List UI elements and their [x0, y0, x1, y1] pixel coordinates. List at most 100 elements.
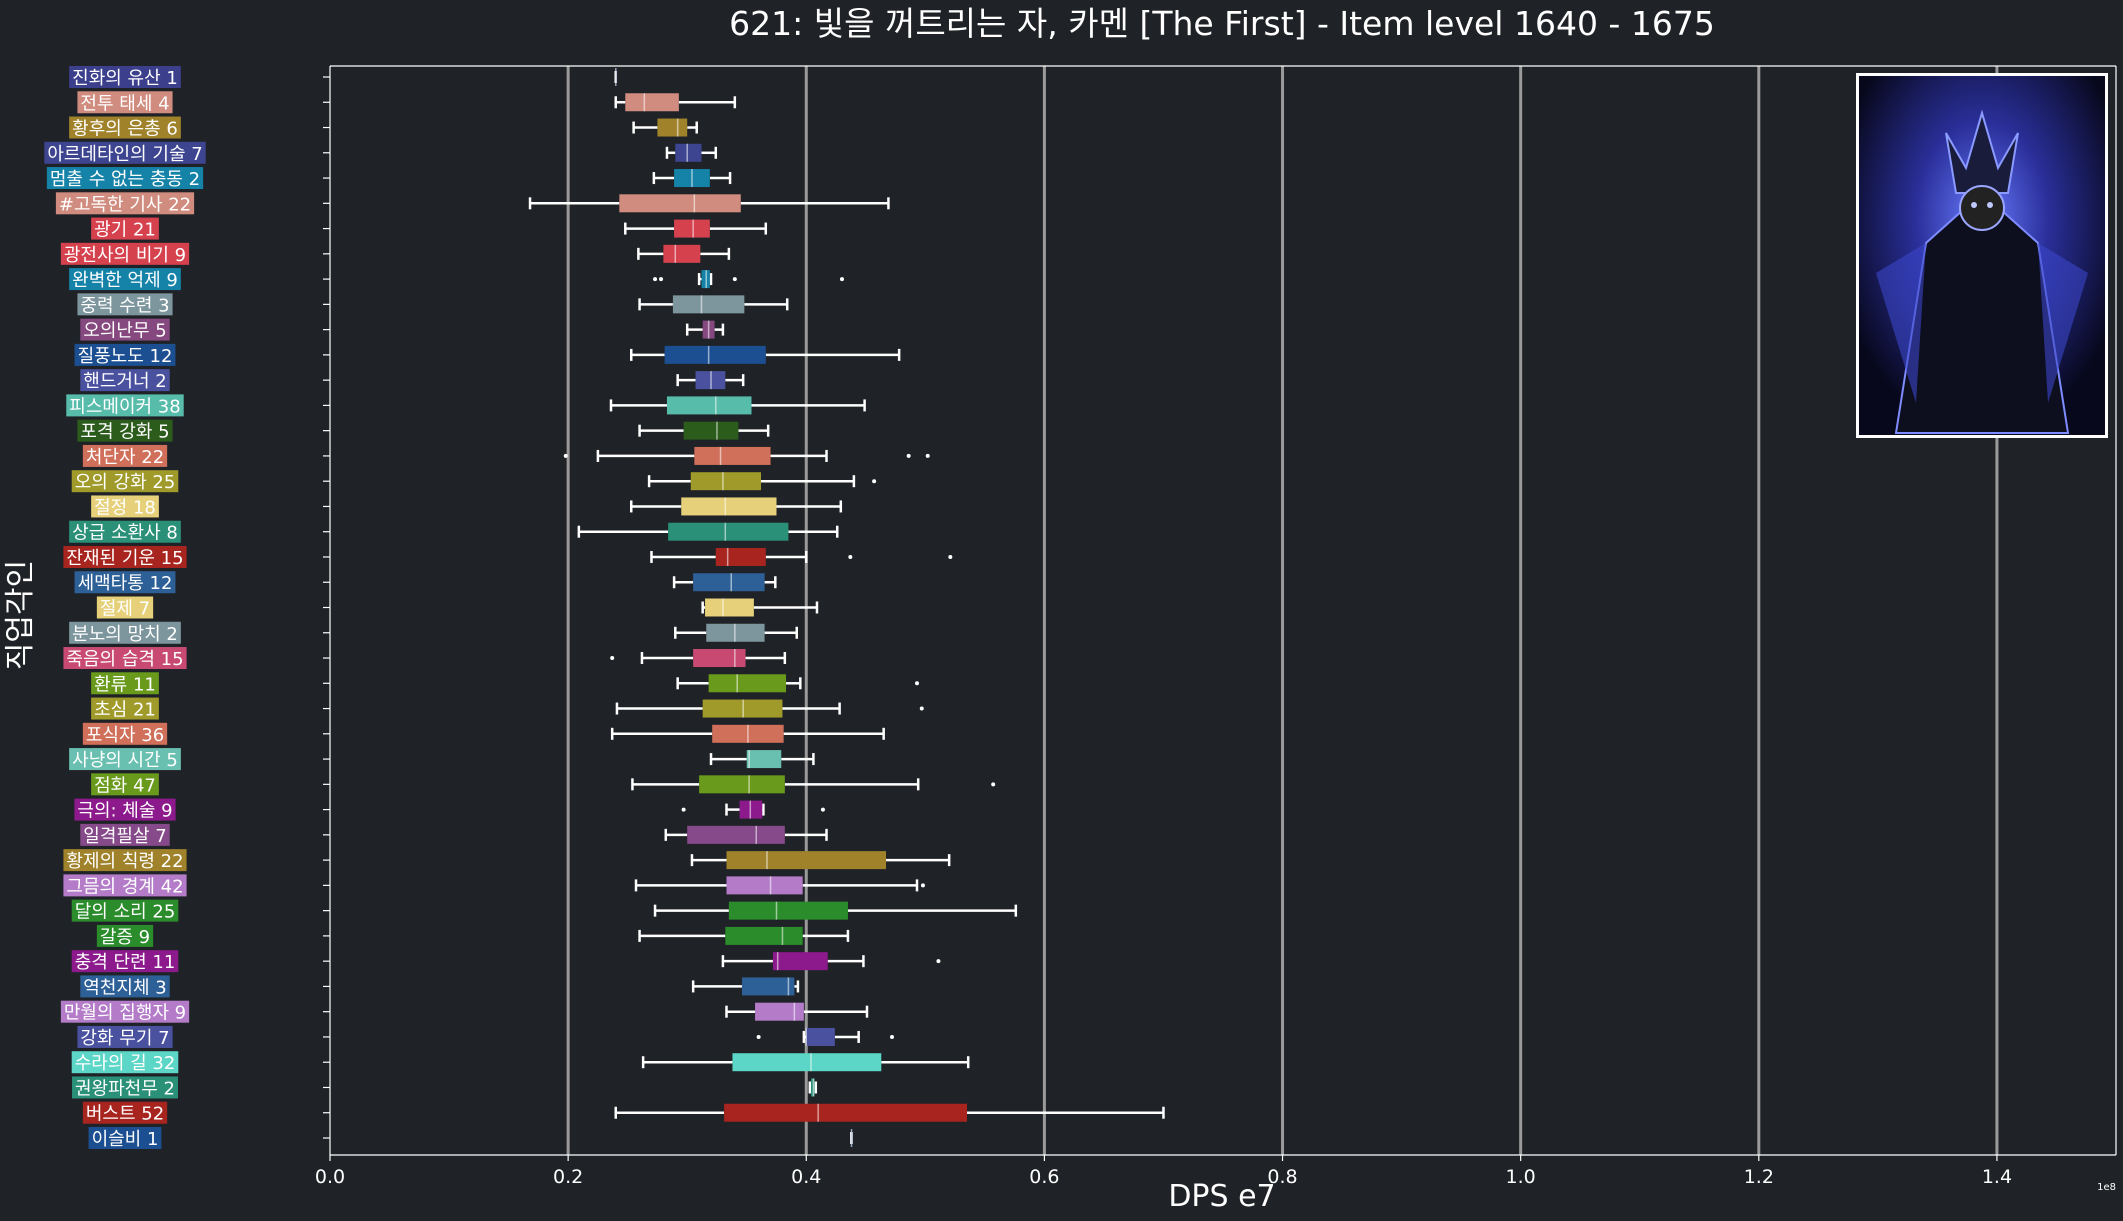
- y-label-35: 충격 단련 11: [75, 952, 176, 973]
- box-30: [664, 825, 828, 844]
- y-label-40: 권왕파천무 2: [75, 1078, 175, 1099]
- y-label-bg-24: [91, 672, 159, 695]
- box-iqr-19: [715, 547, 766, 566]
- chart-title: 621: 빛을 꺼트리는 자, 카멘 [The First] - Item le…: [729, 4, 1715, 43]
- y-axis-label: 직업각인: [3, 560, 38, 670]
- y-label-11: 질풍노도 12: [78, 346, 173, 367]
- x-tick-label-5: 1.0: [1506, 1166, 1536, 1188]
- box-25: [615, 699, 924, 718]
- box-9: [638, 295, 789, 314]
- box-8: [653, 270, 844, 289]
- outlier-15-0: [563, 453, 568, 458]
- y-label-bg-5: [55, 192, 195, 215]
- box-1: [614, 93, 737, 112]
- y-label-30: 일격필살 7: [83, 826, 166, 847]
- box-0: [614, 68, 618, 86]
- y-label-bg-2: [69, 116, 181, 139]
- axes-layer: 0.0 0.2 0.4 0.6 0.8 1.0 1.2 1.4: [315, 65, 2117, 1188]
- box-iqr-24: [708, 674, 787, 693]
- box-iqr-16: [690, 472, 762, 491]
- y-label-bg-39: [71, 1051, 179, 1074]
- box-iqr-31: [726, 851, 887, 870]
- y-label-bg-7: [60, 242, 190, 265]
- y-label-23: 죽음의 습격 15: [66, 649, 183, 670]
- box-29: [681, 800, 825, 819]
- box-iqr-21: [705, 598, 754, 617]
- outlier-29-0: [681, 807, 686, 812]
- y-label-15: 처단자 22: [86, 447, 164, 468]
- y-label-bg-26: [82, 722, 168, 745]
- box-iqr-14: [683, 421, 739, 440]
- y-label-1: 전투 태세 4: [80, 93, 169, 114]
- outlier-19-1: [948, 554, 953, 559]
- y-label-bg-14: [77, 419, 173, 442]
- box-20: [672, 573, 777, 592]
- outlier-24-0: [914, 681, 919, 686]
- box-iqr-37: [755, 1002, 804, 1021]
- x-tick-label-1: 0.2: [553, 1166, 583, 1188]
- box-7: [637, 244, 731, 263]
- box-iqr-9: [672, 295, 745, 314]
- y-label-bg-33: [71, 899, 179, 922]
- outlier-32-0: [920, 883, 925, 888]
- box-3: [665, 143, 718, 162]
- y-label-bg-4: [46, 167, 204, 190]
- outlier-8-0: [653, 277, 658, 282]
- box-iqr-23: [693, 649, 746, 668]
- y-label-3: 아르데타인의 기술 7: [47, 144, 202, 165]
- x-tick-label-0: 0.0: [315, 1166, 345, 1188]
- boss-portrait: [1856, 73, 2108, 438]
- box-iqr-27: [746, 750, 782, 769]
- x-tick-label-4: 0.8: [1267, 1166, 1297, 1188]
- x-offset-text: 1e8: [2097, 1182, 2116, 1193]
- y-label-bg-37: [60, 1000, 190, 1023]
- box-15: [563, 446, 930, 465]
- y-label-bg-34: [96, 924, 154, 947]
- box-iqr-7: [663, 244, 701, 263]
- y-label-4: 멈출 수 없는 충동 2: [50, 169, 200, 190]
- y-label-bg-38: [77, 1025, 173, 1048]
- box-37: [725, 1002, 869, 1021]
- y-label-10: 오의난무 5: [83, 321, 166, 342]
- y-label-bg-28: [91, 773, 159, 796]
- y-label-36: 역천지체 3: [83, 977, 166, 998]
- y-label-8: 완벽한 억제 9: [72, 270, 178, 291]
- box-iqr-17: [681, 497, 777, 516]
- box-33: [653, 901, 1018, 920]
- y-label-7: 광전사의 비기 9: [64, 245, 186, 266]
- y-label-bg-29: [74, 798, 176, 821]
- box-2: [632, 118, 698, 137]
- y-label-39: 수라의 길 32: [75, 1053, 176, 1074]
- box-32: [634, 876, 925, 895]
- box-21: [701, 598, 819, 617]
- box-iqr-2: [657, 118, 688, 137]
- y-label-bg-17: [91, 495, 159, 518]
- boss-head: [1959, 185, 2005, 231]
- outlier-23-0: [610, 656, 615, 661]
- box-iqr-34: [725, 926, 803, 945]
- box-11: [629, 345, 901, 364]
- box-12: [676, 371, 745, 390]
- box-iqr-35: [772, 952, 828, 971]
- box-iqr-3: [675, 143, 702, 162]
- box-23: [610, 649, 787, 668]
- outlier-35-0: [936, 959, 941, 964]
- y-label-bg-36: [80, 975, 170, 998]
- boss-eye-right: [1987, 202, 1993, 208]
- y-label-38: 강화 무기 7: [80, 1028, 169, 1049]
- box-24: [676, 674, 919, 693]
- box-18: [577, 522, 839, 541]
- box-26: [610, 724, 885, 743]
- box-iqr-6: [674, 219, 710, 238]
- y-label-26: 포식자 36: [86, 725, 164, 746]
- box-13: [609, 396, 866, 415]
- box-iqr-15: [694, 446, 771, 465]
- box-4: [652, 169, 732, 188]
- box-iqr-13: [666, 396, 752, 415]
- box-iqr-1: [625, 93, 679, 112]
- y-label-31: 황제의 칙령 22: [66, 851, 183, 872]
- y-label-24: 환류 11: [94, 674, 156, 695]
- y-label-bg-21: [96, 596, 154, 619]
- box-34: [638, 926, 850, 945]
